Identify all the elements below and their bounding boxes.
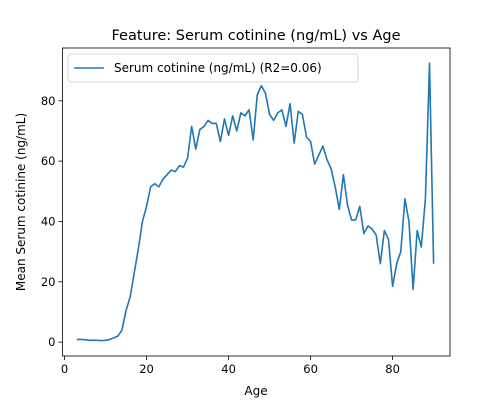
series-layer [76, 62, 435, 342]
x-axis-ticks: 0 20 40 60 80 [61, 356, 400, 376]
plot-area [62, 48, 450, 356]
legend: Serum cotinine (ng/mL) (R2=0.06) [67, 53, 359, 83]
x-tick-label: 20 [139, 362, 154, 376]
y-axis-ticks: 0 20 40 60 80 [41, 94, 63, 349]
x-axis-label: Age [244, 384, 267, 398]
series-line-0 [76, 62, 435, 342]
legend-box [67, 53, 359, 83]
y-tick-label: 60 [41, 154, 56, 168]
x-tick-label: 40 [221, 362, 236, 376]
y-tick-label: 0 [48, 335, 55, 349]
x-tick-label: 80 [385, 362, 400, 376]
x-tick-label: 60 [303, 362, 318, 376]
y-axis-label: Mean Serum cotinine (ng/mL) [14, 113, 28, 291]
chart-title: Feature: Serum cotinine (ng/mL) vs Age [112, 28, 401, 44]
y-tick-label: 80 [41, 94, 56, 108]
plot-frame [62, 47, 451, 357]
y-tick-label: 20 [41, 275, 56, 289]
y-tick-label: 40 [41, 214, 56, 228]
legend-label: Serum cotinine (ng/mL) (R2=0.06) [114, 61, 322, 75]
x-tick-label: 0 [61, 362, 68, 376]
